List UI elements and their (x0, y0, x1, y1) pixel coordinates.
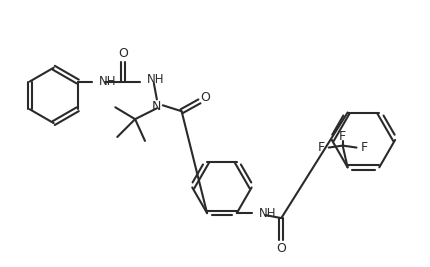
Text: NH: NH (258, 207, 275, 220)
Text: O: O (118, 47, 128, 60)
Text: F: F (338, 130, 345, 143)
Text: O: O (276, 242, 286, 255)
Text: F: F (359, 141, 367, 154)
Text: NH: NH (98, 75, 116, 88)
Text: F: F (317, 141, 324, 154)
Text: N: N (152, 100, 161, 113)
Text: NH: NH (147, 73, 164, 86)
Text: O: O (200, 91, 210, 104)
